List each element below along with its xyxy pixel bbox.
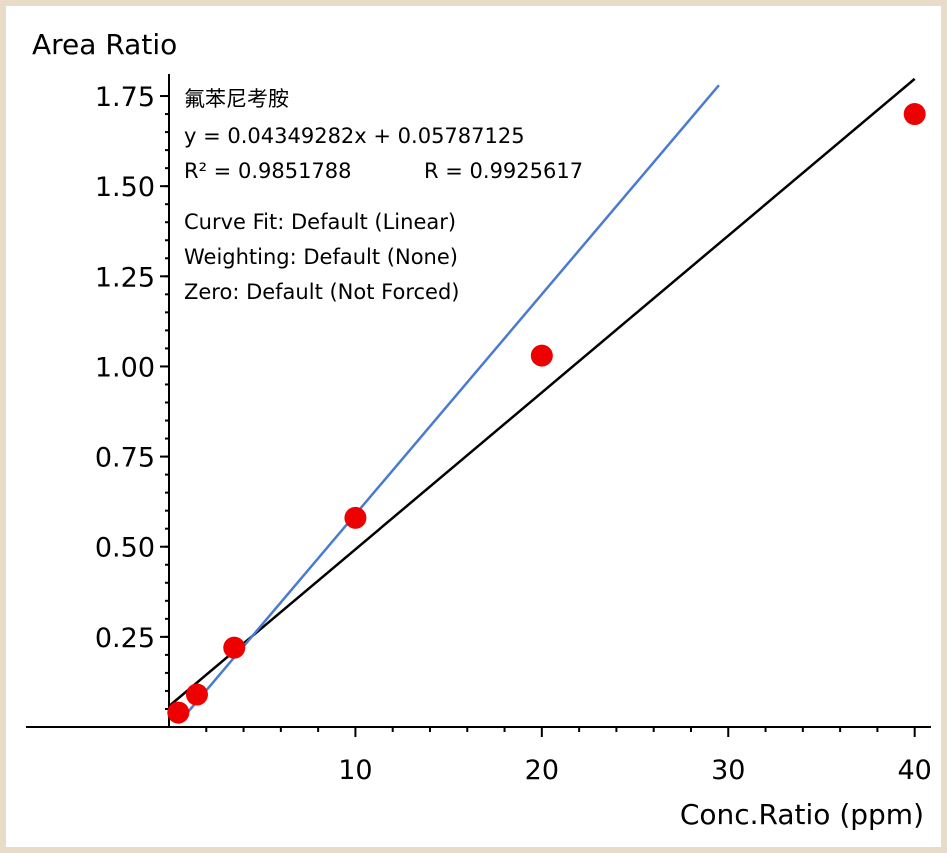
x-tick-label: 40 [897,755,931,786]
reference-line [177,84,720,725]
x-tick-labels: 10 20 30 40 [338,755,932,786]
x-tick-label: 10 [338,755,372,786]
x-axis-title: Conc.Ratio (ppm) [680,798,924,831]
data-point [903,103,926,126]
fit-lines [168,77,916,725]
fit-annotation: 氟苯尼考胺 y = 0.04349282x + 0.05787125 R² = … [184,87,583,304]
y-tick-label: 1.25 [95,262,155,293]
weighting-text: Weighting: Default (None) [184,245,458,269]
major-ticks [160,95,916,737]
data-point [344,506,367,529]
y-tick-label: 1.50 [95,172,155,203]
r-value-text: R = 0.9925617 [424,159,583,183]
y-tick-label: 1.00 [95,352,155,383]
data-point [167,701,190,724]
calibration-chart: 0.25 0.50 0.75 1.00 1.25 1.50 1.75 10 20 30 40 Ar… [26,28,932,831]
y-tick-labels: 0.25 0.50 0.75 1.00 1.25 1.50 1.75 [95,82,155,654]
y-tick-label: 0.75 [95,443,155,474]
regression-line [168,77,916,708]
y-tick-label: 0.50 [95,533,155,564]
fit-equation: y = 0.04349282x + 0.05787125 [184,124,525,148]
minor-ticks [165,95,879,732]
data-point [185,683,208,706]
data-points [167,103,926,724]
zero-text: Zero: Default (Not Forced) [184,280,459,304]
y-tick-label: 1.75 [95,82,155,113]
compound-name: 氟苯尼考胺 [184,87,289,111]
y-axis-title: Area Ratio [32,28,177,61]
data-point [530,344,553,367]
r-squared-text: R² = 0.9851788 [184,159,352,183]
curve-fit-text: Curve Fit: Default (Linear) [184,210,456,234]
data-point [223,636,246,659]
y-tick-label: 0.25 [95,623,155,654]
x-tick-label: 20 [525,755,559,786]
x-tick-label: 30 [711,755,745,786]
